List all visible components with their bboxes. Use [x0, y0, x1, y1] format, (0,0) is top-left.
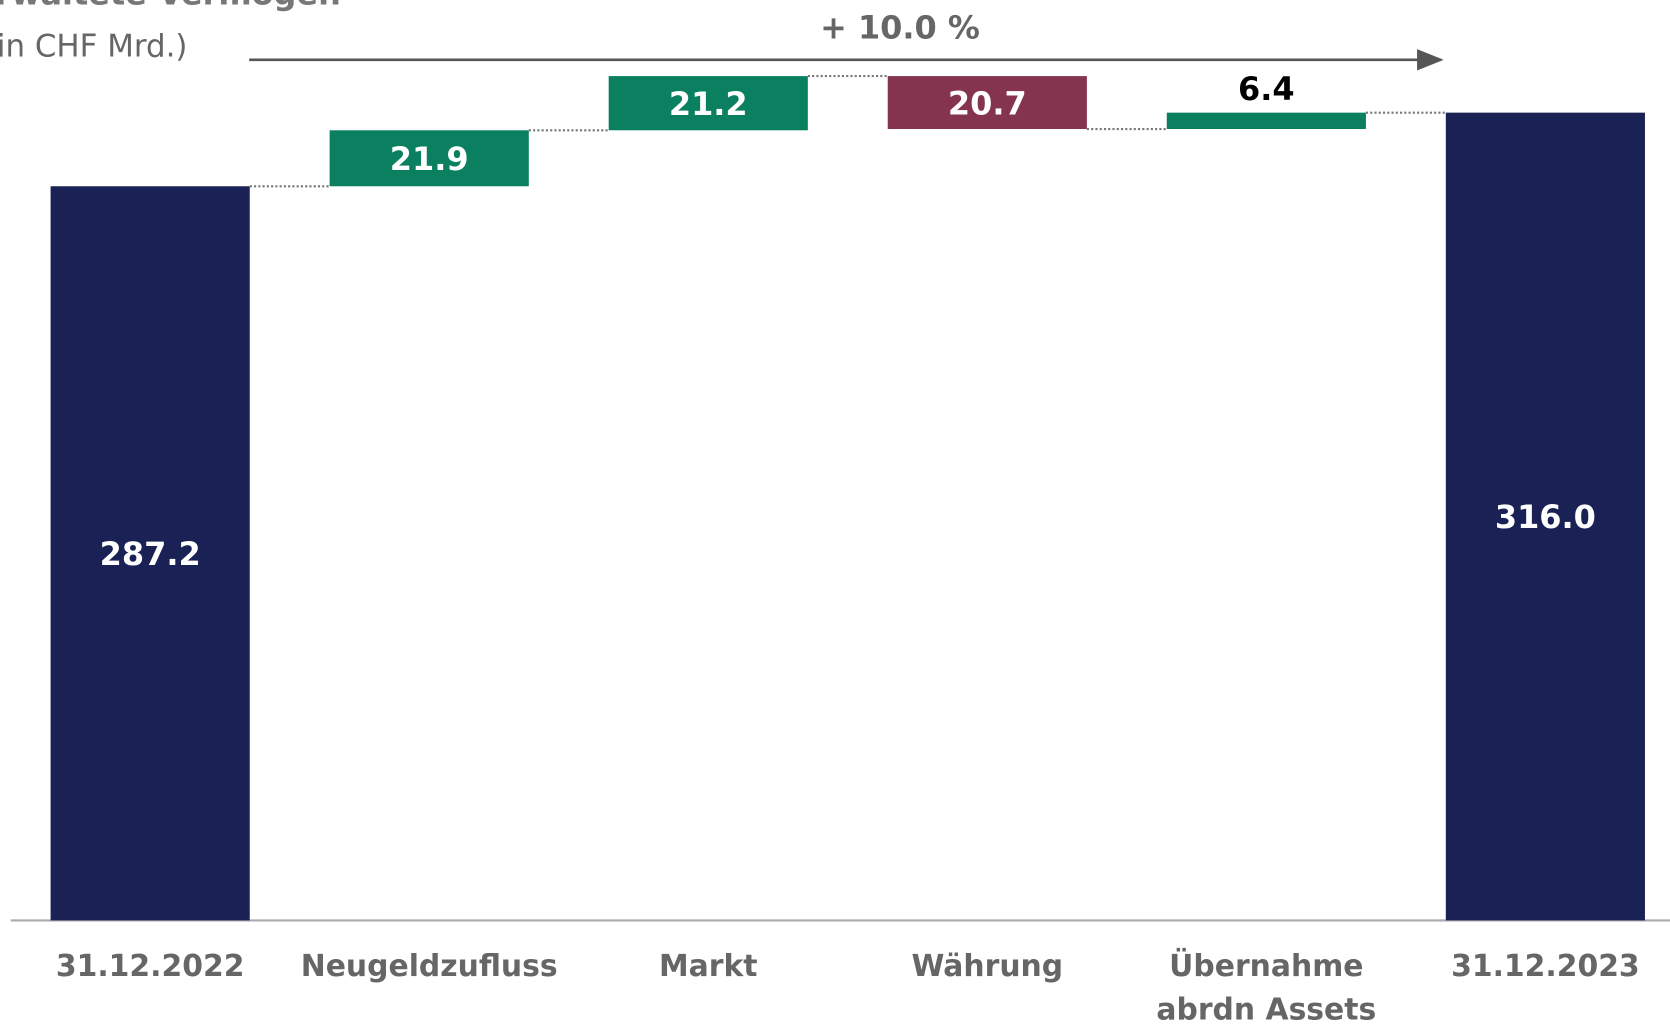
- value-label: 6.4: [1238, 70, 1295, 108]
- chart-subtitle: (in CHF Mrd.): [0, 29, 187, 65]
- x-tick-label: 31.12.2022: [56, 949, 245, 984]
- bar: [1166, 112, 1366, 130]
- bar: [887, 76, 1087, 130]
- value-label: 21.9: [390, 140, 469, 178]
- x-tick-label: Währung: [911, 949, 1063, 984]
- bar: [1445, 112, 1645, 921]
- chart-title: Verwaltete Vermögen: [0, 0, 341, 12]
- x-tick-label: Neugeldzufluss: [301, 949, 558, 984]
- x-tick-label: abrdn Assets: [1156, 992, 1376, 1026]
- x-tick-label: 31.12.2023: [1451, 949, 1640, 984]
- value-label: 20.7: [948, 84, 1027, 122]
- growth-annotation: + 10.0 %: [820, 9, 980, 47]
- x-tick-label: Markt: [659, 949, 758, 984]
- x-tick-label: Übernahme: [1169, 947, 1363, 984]
- bar: [50, 186, 250, 921]
- bar: [329, 130, 529, 187]
- value-label: 316.0: [1495, 498, 1596, 536]
- bar: [608, 76, 808, 131]
- value-label: 287.2: [100, 535, 201, 573]
- value-label: 21.2: [669, 85, 748, 123]
